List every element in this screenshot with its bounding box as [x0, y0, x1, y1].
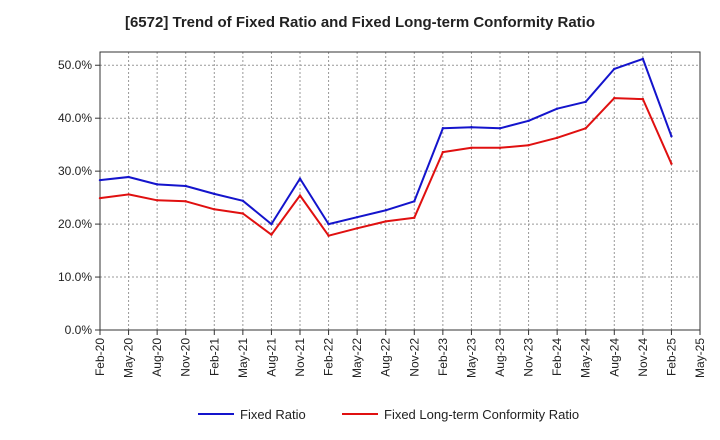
data-point: [441, 150, 445, 154]
y-tick-label: 30.0%: [58, 164, 92, 178]
data-point: [184, 200, 187, 203]
data-point: [127, 193, 130, 196]
data-point: [413, 216, 416, 219]
x-tick-label: Feb-24: [550, 338, 564, 376]
data-point: [584, 100, 587, 103]
data-point: [470, 125, 473, 129]
data-point: [327, 222, 330, 226]
data-point: [527, 143, 530, 147]
x-tick-label: Aug-23: [493, 338, 507, 377]
x-tick-label: Feb-22: [322, 338, 336, 376]
data-point: [98, 178, 102, 182]
data-point: [413, 200, 416, 203]
x-tick-label: May-25: [693, 338, 707, 378]
x-tick-label: Feb-23: [436, 338, 450, 376]
series-line-fixed-long-term-conformity-ratio: [99, 97, 673, 237]
data-point: [298, 194, 302, 197]
data-point: [670, 162, 673, 165]
x-tick-label: Feb-25: [664, 338, 678, 376]
x-tick-label: Aug-24: [607, 338, 621, 377]
data-point: [498, 146, 502, 150]
data-point: [355, 216, 359, 219]
data-point: [670, 134, 673, 138]
data-point: [613, 96, 616, 100]
data-point: [555, 107, 559, 110]
data-point: [441, 127, 445, 130]
x-tick-label: Aug-20: [150, 338, 164, 377]
data-point: [584, 127, 587, 130]
data-point: [384, 209, 387, 212]
x-tick-label: Nov-24: [636, 338, 650, 377]
data-point: [184, 184, 187, 188]
legend-label-fixed-ratio: Fixed Ratio: [240, 407, 306, 422]
data-point: [98, 196, 102, 200]
y-tick-label: 40.0%: [58, 111, 92, 125]
y-axis: 0.0% 10.0% 20.0% 30.0% 40.0% 50.0%: [58, 58, 100, 337]
data-point: [270, 222, 273, 226]
y-tick-label: 10.0%: [58, 270, 92, 284]
chart-title: [6572] Trend of Fixed Ratio and Fixed Lo…: [124, 14, 596, 31]
data-point: [155, 199, 159, 202]
data-point: [241, 199, 245, 202]
data-point: [555, 136, 559, 139]
plot-area-frame: [99, 51, 701, 331]
data-point: [384, 220, 387, 223]
x-tick-label: May-23: [464, 338, 478, 378]
data-point: [298, 177, 302, 180]
data-point: [155, 183, 159, 186]
x-tick-label: Nov-20: [179, 338, 193, 377]
data-point: [355, 227, 359, 230]
data-point: [498, 127, 502, 130]
data-point: [270, 233, 273, 236]
x-tick-label: Aug-21: [264, 338, 278, 377]
x-tick-label: Aug-22: [379, 338, 393, 377]
y-tick-label: 20.0%: [58, 217, 92, 231]
y-tick-label: 50.0%: [58, 58, 92, 72]
x-tick-label: May-22: [350, 338, 364, 378]
x-tick-label: Nov-23: [522, 338, 536, 377]
x-tick-label: May-21: [236, 338, 250, 378]
data-point: [527, 119, 530, 123]
data-point: [470, 146, 473, 150]
x-tick-label: Nov-21: [293, 338, 307, 377]
data-point: [641, 97, 645, 101]
data-point: [613, 67, 616, 71]
x-tick-label: Feb-21: [207, 338, 221, 376]
data-point: [327, 234, 330, 237]
x-tick-label: May-20: [122, 338, 136, 378]
series-layer: [98, 57, 673, 237]
y-tick-label: 0.0%: [65, 323, 93, 337]
data-point: [241, 212, 245, 215]
data-point: [213, 208, 216, 211]
data-point: [641, 57, 645, 61]
legend: Fixed Ratio Fixed Long-term Conformity Ra…: [198, 407, 579, 422]
x-tick-label: Feb-20: [93, 338, 107, 376]
x-tick-label: May-24: [579, 338, 593, 378]
x-tick-label: Nov-22: [407, 338, 421, 377]
data-point: [213, 192, 216, 196]
data-point: [127, 175, 130, 179]
legend-label-fixed-long-term-conformity-ratio: Fixed Long-term Conformity Ratio: [384, 407, 579, 422]
x-axis: Feb-20 May-20 Aug-20 Nov-20 Feb-21 May-21 Aug-…: [93, 330, 707, 378]
grid-layer: [99, 52, 701, 331]
